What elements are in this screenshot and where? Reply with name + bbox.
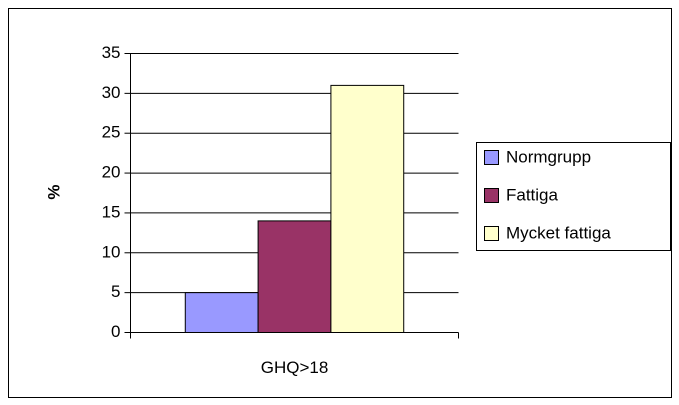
legend-label: Mycket fattiga: [506, 223, 611, 242]
legend-swatch: [484, 226, 499, 241]
y-tick-label: 15: [102, 202, 121, 221]
legend-label: Fattiga: [506, 185, 559, 204]
y-tick-label: 5: [111, 282, 120, 301]
bar: [257, 220, 332, 333]
y-tick-label: 10: [102, 242, 121, 261]
y-axis-label: %: [44, 184, 63, 199]
legend-swatch: [484, 188, 499, 203]
y-tick-label: 0: [111, 322, 120, 341]
legend-box: [476, 142, 671, 251]
x-tick-label: GHQ>18: [261, 358, 329, 377]
y-tick-label: 30: [102, 83, 121, 102]
bar: [330, 84, 405, 333]
legend-label: Normgrupp: [506, 147, 591, 166]
y-tick-label: 35: [102, 43, 121, 62]
y-tick-label: 20: [102, 163, 121, 182]
bar: [184, 292, 259, 333]
y-tick-label: 25: [102, 123, 121, 142]
legend-swatch: [484, 150, 499, 165]
